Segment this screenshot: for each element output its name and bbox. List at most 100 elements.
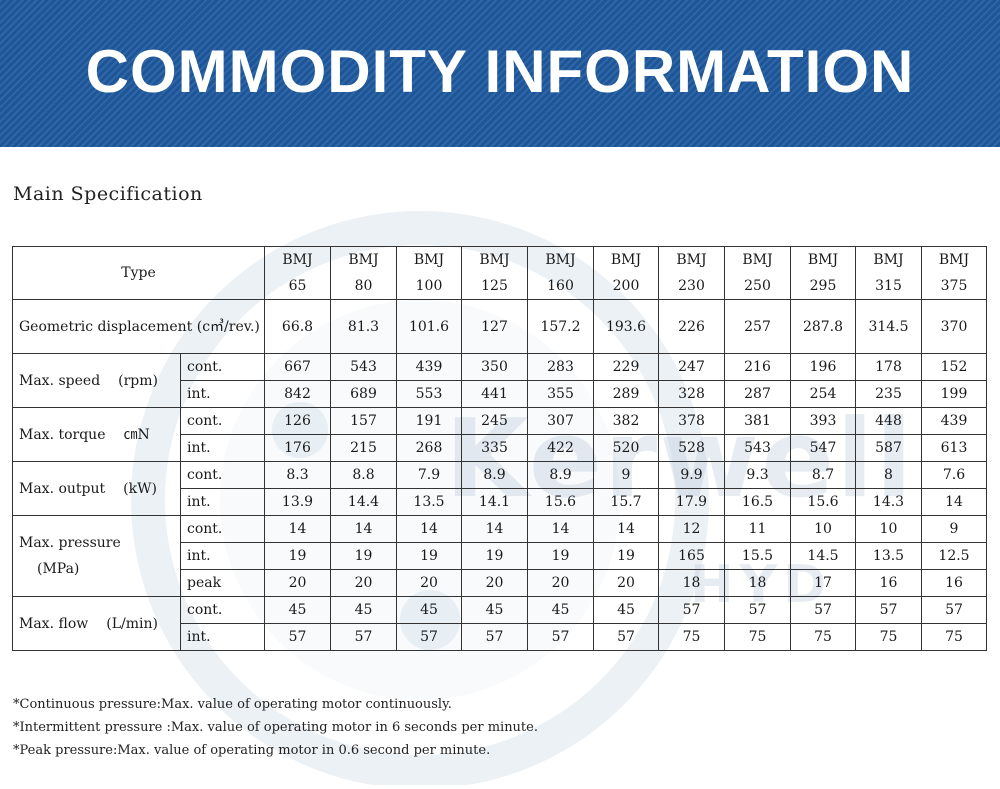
- table-cell: 441: [461, 380, 528, 408]
- table-cell: 689: [330, 380, 397, 408]
- table-cell: 19: [330, 542, 397, 570]
- table-cell: 226: [658, 299, 725, 354]
- table-cell: 8.9: [461, 461, 528, 489]
- table-cell: 75: [855, 623, 922, 651]
- flow-unit: (L/min): [106, 615, 158, 632]
- table-cell: 126: [264, 407, 331, 435]
- pressure-sub-label: peak: [180, 569, 265, 597]
- torque-unit: ㎝N: [123, 426, 150, 443]
- model-size: 250: [744, 278, 771, 294]
- table-cell: 307: [527, 407, 594, 435]
- table-cell: 57: [724, 596, 791, 624]
- table-cell: 16: [855, 569, 922, 597]
- table-cell: 101.6: [396, 299, 462, 354]
- model-size: 295: [809, 278, 837, 294]
- speed-sub-label: int.: [180, 380, 265, 408]
- table-cell: 127: [461, 299, 528, 354]
- table-cell: 45: [396, 596, 462, 624]
- table-cell: 528: [658, 434, 725, 462]
- table-row-output: int. 13.9 14.4 13.5 14.1 15.6 15.7 17.9 16.5 15.6…: [13, 488, 987, 516]
- table-cell: 13.9: [264, 488, 331, 516]
- table-cell: 355: [527, 380, 594, 408]
- table-cell: 10: [855, 515, 922, 543]
- table-cell: 15.7: [593, 488, 659, 516]
- table-cell: 314.5: [855, 299, 922, 354]
- flow-sub-label: int.: [180, 623, 265, 651]
- spec-table: Type BMJ 65 BMJ 80 BMJ 100 BMJ 125 BMJ 160 BMJ 200 BM…: [12, 246, 987, 651]
- table-cell: 381: [724, 407, 791, 435]
- torque-label-text: Max. torque: [19, 426, 106, 443]
- table-cell: 422: [527, 434, 594, 462]
- table-cell: 57: [264, 623, 331, 651]
- table-cell: 14.5: [790, 542, 856, 570]
- table-cell: 152: [921, 353, 987, 381]
- table-cell: 75: [921, 623, 987, 651]
- model-series: BMJ: [938, 252, 970, 268]
- table-cell: 439: [921, 407, 987, 435]
- table-cell: 328: [658, 380, 725, 408]
- header-banner: COMMODITY INFORMATION: [0, 0, 1000, 147]
- table-cell: 12: [658, 515, 725, 543]
- table-cell: 14: [330, 515, 397, 543]
- table-cell: 14: [593, 515, 659, 543]
- table-cell: 448: [855, 407, 922, 435]
- table-cell: 13.5: [855, 542, 922, 570]
- pressure-label-text: Max. pressure: [19, 535, 121, 551]
- note-peak: *Peak pressure:Max. value of operating m…: [13, 743, 491, 758]
- table-row-displacement: Geometric displacement (c㎥/rev.) 66.8 81.3…: [12, 299, 987, 354]
- table-cell: 8: [855, 461, 922, 489]
- table-row-pressure: Max. pressure(MPa) cont. 14 14 14 14 14 14 12 11 1…: [12, 515, 987, 597]
- table-row-torque: Max. torque ㎝N cont. 126 157 191 245 307 382 378 3…: [12, 407, 987, 462]
- model-header: BMJ 100: [396, 246, 462, 300]
- model-header: BMJ 250: [724, 246, 791, 300]
- table-cell: 257: [724, 299, 791, 354]
- table-cell: 19: [461, 542, 528, 570]
- table-cell: 20: [593, 569, 659, 597]
- table-row-speed: int. 842 689 553 441 355 289 328 287 254 235 199: [13, 380, 987, 408]
- table-cell: 15.5: [724, 542, 791, 570]
- model-series: BMJ: [282, 252, 313, 268]
- pressure-unit: (MPa): [37, 561, 80, 577]
- table-cell: 196: [790, 353, 856, 381]
- table-cell: 16.5: [724, 488, 791, 516]
- table-cell: 14: [396, 515, 462, 543]
- speed-label-text: Max. speed: [19, 372, 101, 389]
- table-cell: 667: [264, 353, 331, 381]
- table-cell: 14.1: [461, 488, 528, 516]
- table-cell: 13.5: [396, 488, 462, 516]
- speed-unit: (rpm): [118, 372, 159, 389]
- table-cell: 439: [396, 353, 462, 381]
- table-cell: 165: [658, 542, 725, 570]
- model-header: BMJ 160: [527, 246, 594, 300]
- table-cell: 268: [396, 434, 462, 462]
- table-cell: 17.9: [658, 488, 725, 516]
- model-header: BMJ 125: [461, 246, 528, 300]
- table-cell: 57: [396, 623, 462, 651]
- table-cell: 75: [658, 623, 725, 651]
- table-row-type: Type BMJ 65 BMJ 80 BMJ 100 BMJ 125 BMJ 160 BMJ 200 BM…: [12, 246, 987, 300]
- note-continuous: *Continuous pressure:Max. value of opera…: [13, 697, 452, 712]
- table-cell: 57: [921, 596, 987, 624]
- table-cell: 191: [396, 407, 462, 435]
- table-cell: 45: [330, 596, 397, 624]
- model-size: 160: [547, 278, 574, 294]
- output-sub-label: int.: [180, 488, 265, 516]
- table-cell: 9.3: [724, 461, 791, 489]
- table-cell: 520: [593, 434, 659, 462]
- table-row-torque: int. 176 215 268 335 422 520 528 543 547 587 613: [13, 434, 987, 462]
- table-cell: 254: [790, 380, 856, 408]
- table-cell: 9: [921, 515, 987, 543]
- table-cell: 229: [593, 353, 659, 381]
- table-cell: 57: [790, 596, 856, 624]
- table-cell: 287: [724, 380, 791, 408]
- table-cell: 18: [658, 569, 725, 597]
- table-cell: 9.9: [658, 461, 725, 489]
- model-size: 375: [940, 278, 968, 294]
- model-size: 315: [875, 278, 902, 294]
- table-cell: 17: [790, 569, 856, 597]
- table-cell: 15.6: [527, 488, 594, 516]
- table-cell: 45: [264, 596, 331, 624]
- model-series: BMJ: [610, 252, 642, 268]
- table-cell: 20: [264, 569, 331, 597]
- table-cell: 14.3: [855, 488, 922, 516]
